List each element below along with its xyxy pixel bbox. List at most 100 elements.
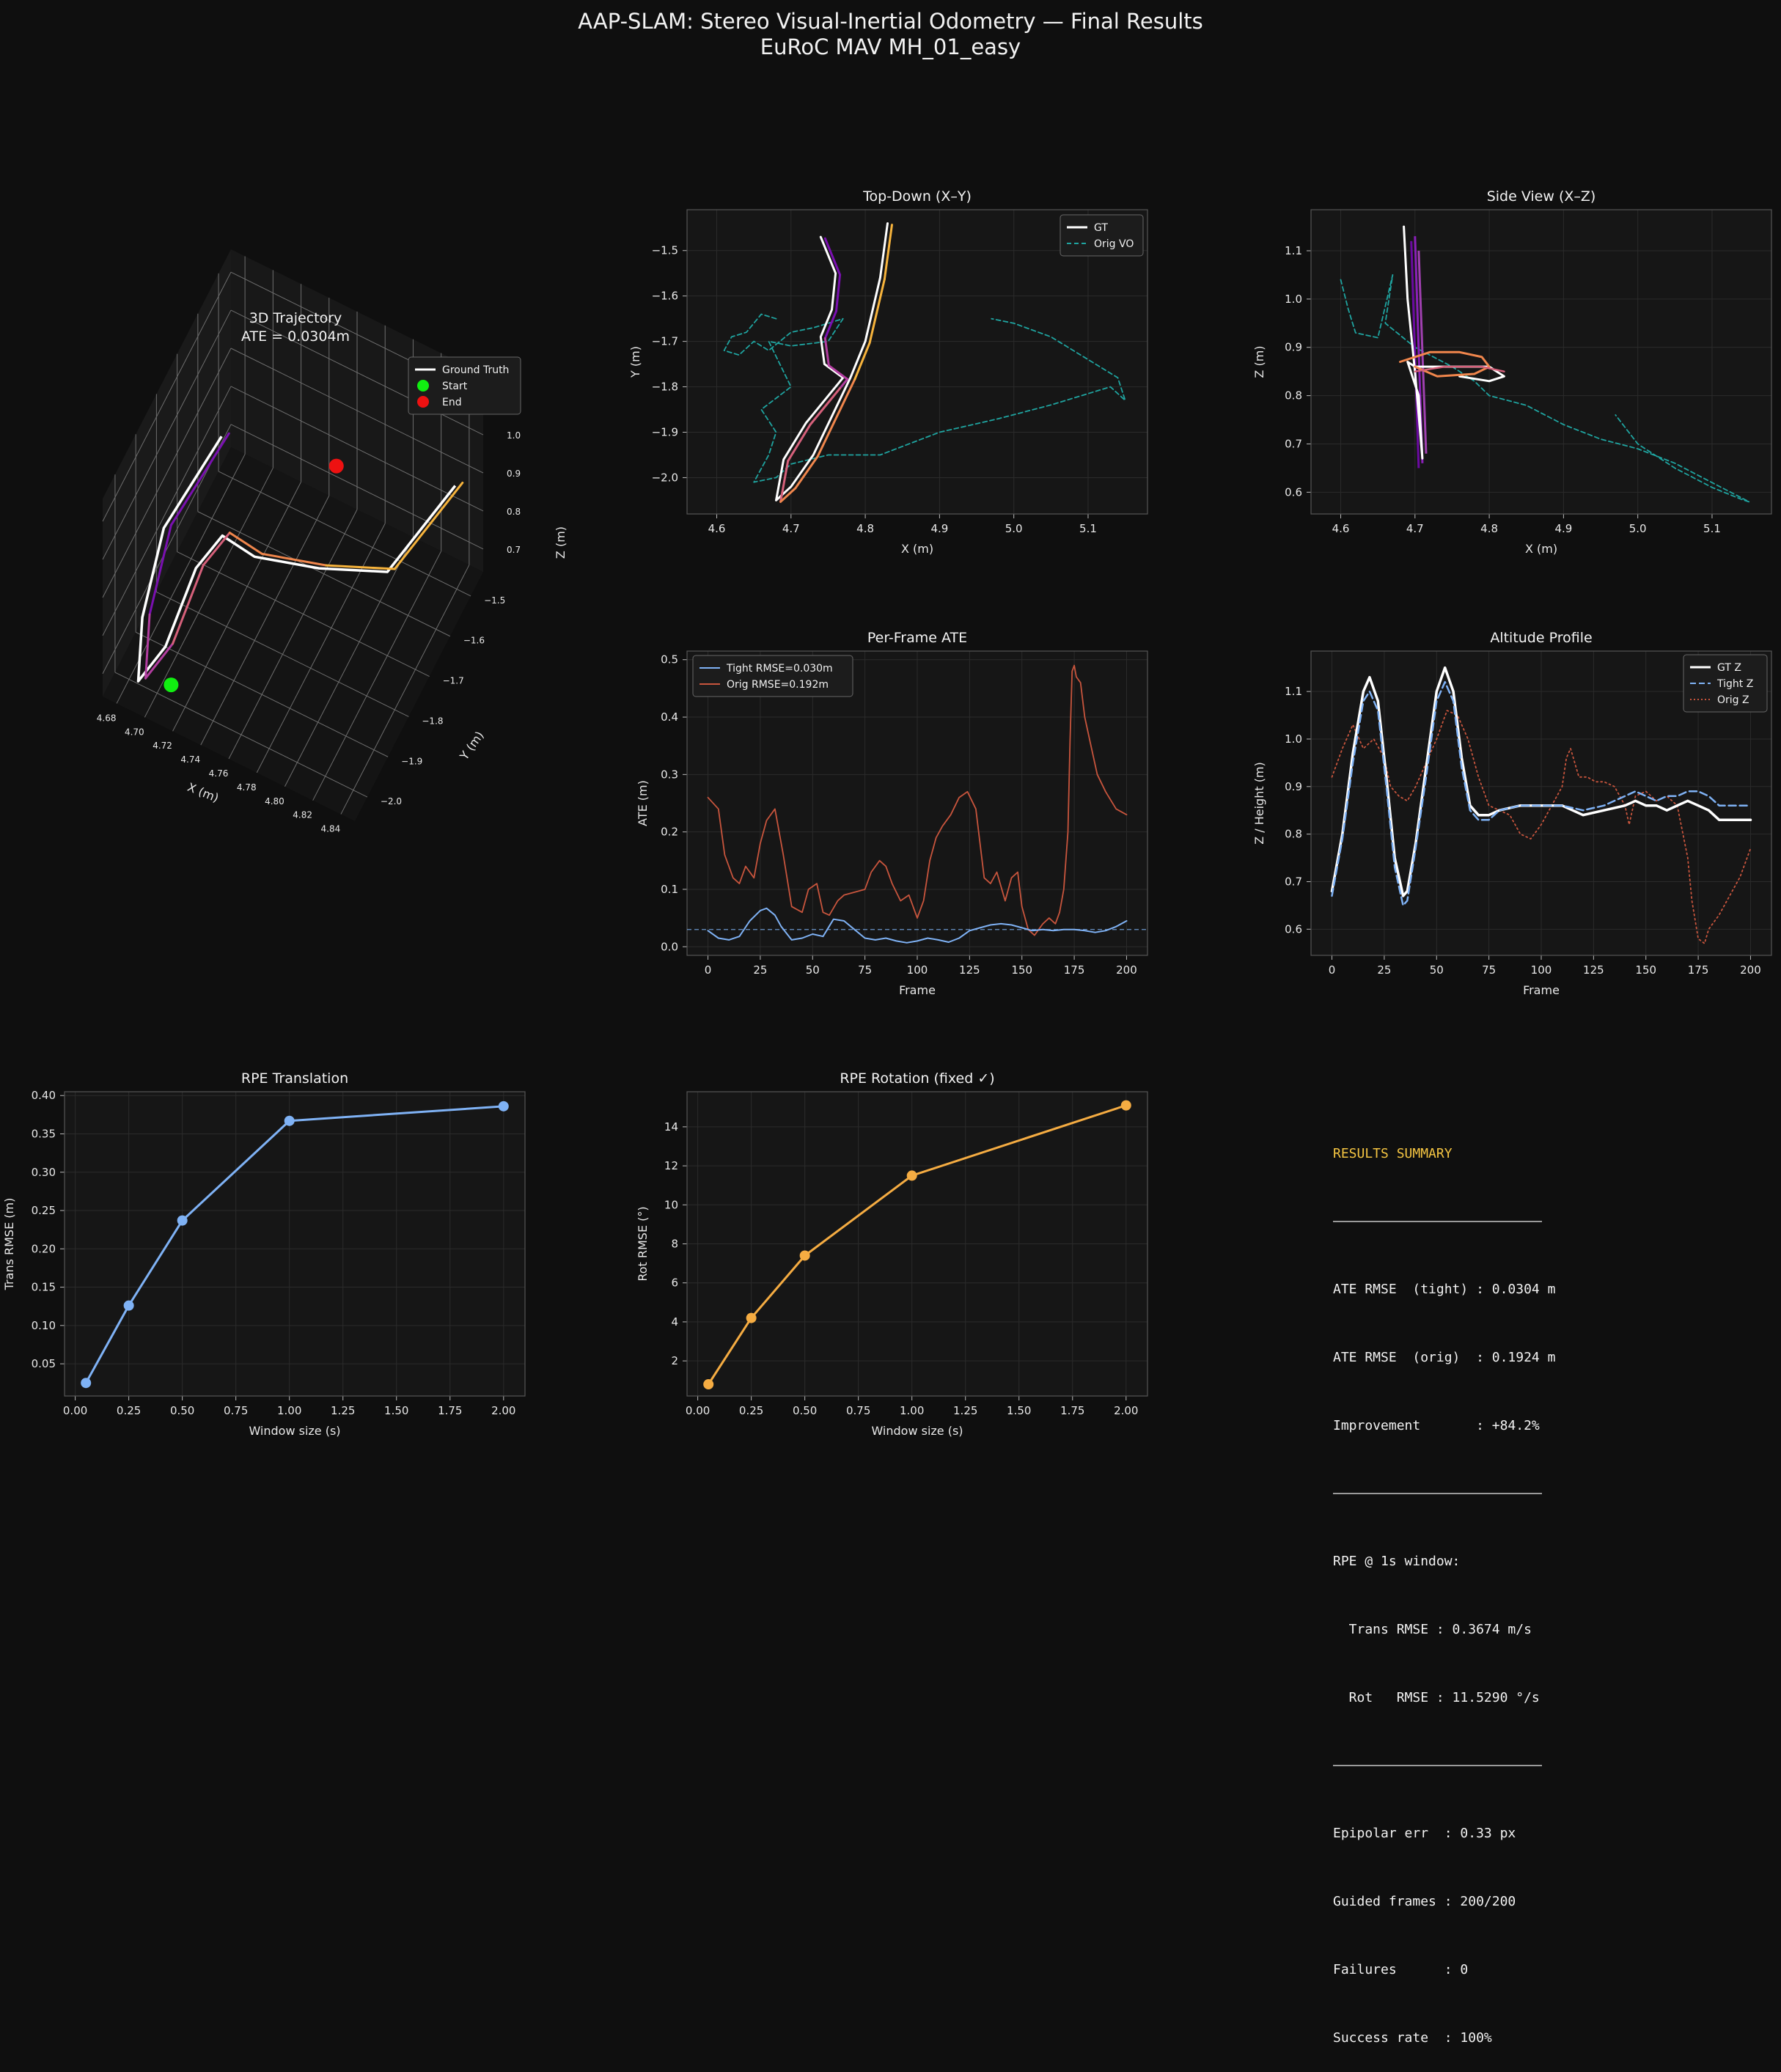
grid-line-3d	[156, 591, 409, 717]
series-tight-segment	[794, 455, 819, 490]
series-gt-z	[1330, 666, 1752, 897]
legend-label: GT	[1094, 222, 1108, 234]
x-tick-label: 2.00	[491, 1404, 515, 1417]
z-tick-label: 0.9	[507, 469, 521, 479]
y-tick-label: 4	[671, 1315, 678, 1329]
legend-label: Orig VO	[1094, 238, 1134, 250]
y-tick-label: 0.10	[32, 1319, 56, 1332]
y-tick-label: 0.15	[32, 1281, 56, 1294]
series-tight-segment	[148, 523, 172, 616]
x-tick-label: 4.8	[856, 522, 874, 535]
x-tick-label: 4.8	[1480, 522, 1498, 535]
plot-frame	[686, 1091, 1148, 1397]
y-tick-label: 1.0	[1285, 732, 1302, 746]
chart-traj3d: 4.68 4.70 4.72 4.74 4.76 4.78 4.80 4.82 4.84 −1.5…	[97, 249, 568, 834]
x-tick-label: 4.84	[321, 824, 341, 834]
legend-label: Orig RMSE=0.192m	[727, 679, 829, 691]
x-tick-label: 1.50	[1007, 1404, 1031, 1417]
results-summary: RESULTS SUMMARY ATE RMSE (tight) : 0.030…	[1333, 1097, 1555, 2072]
legend-label: Start	[442, 381, 468, 392]
series-tight-segment	[325, 564, 396, 570]
y-tick-label: 0.8	[1285, 828, 1302, 841]
series-tight-segment	[835, 273, 842, 312]
data-point	[81, 1378, 92, 1389]
legend-label: End	[442, 397, 462, 408]
y-tick-label: 0.30	[32, 1166, 56, 1179]
x-tick-label: 25	[1377, 963, 1391, 977]
x-tick-label: 5.1	[1079, 522, 1097, 535]
y-tick-label: −2.0	[381, 796, 402, 807]
chart-perframe: 0 25 50 75 100 125 150 175 200 0.0 0.1 0.2 0.3 0.4 0.5…	[636, 630, 1148, 997]
x-axis-label: Window size (s)	[249, 1424, 340, 1438]
summary-guided: Guided frames : 200/200	[1333, 1894, 1516, 1909]
series-gt	[1403, 225, 1505, 460]
y-tick-label: 14	[664, 1120, 678, 1134]
x-tick-label: 150	[1011, 963, 1032, 977]
legend-label: Ground Truth	[442, 364, 509, 376]
y-tick-label: 0.1	[661, 883, 678, 896]
y-tick-label: −1.9	[652, 426, 678, 439]
x-tick-label: 100	[907, 963, 928, 977]
series-tight-vertical	[1410, 240, 1420, 469]
series-orig-vo	[723, 313, 1126, 483]
chart-title: RPE Translation	[241, 1070, 348, 1087]
x-tick-label: 4.7	[1406, 522, 1424, 535]
y-tick-label: 1.1	[1285, 685, 1302, 698]
grid-line-3d	[228, 509, 358, 760]
y-axis-label: Z (m)	[1252, 345, 1266, 378]
x-tick-label: 50	[1430, 963, 1444, 977]
chart-rpe_trans: 0.00 0.25 0.50 0.75 1.00 1.25 1.50 1.75 2.00 0.05…	[2, 1070, 526, 1438]
z-tick-label: 0.7	[507, 545, 521, 555]
x-tick-label: 175	[1064, 963, 1085, 977]
x-tick-label: 4.80	[265, 796, 284, 807]
data-point	[703, 1379, 714, 1390]
legend-box	[408, 356, 521, 415]
series-tight	[707, 907, 1128, 944]
series-tight-segment	[260, 552, 328, 567]
summary-divider	[1333, 1765, 1542, 1766]
x-tick-label: 4.78	[237, 782, 257, 793]
legend-marker	[417, 380, 429, 392]
y-tick-label: 0.9	[1285, 341, 1302, 354]
x-tick-label: 4.70	[125, 727, 144, 737]
y-tick-label: 0.9	[1285, 780, 1302, 793]
x-tick-label: 0.50	[793, 1404, 817, 1417]
summary-rpe-rot: Rot RMSE : 11.5290 °/s	[1333, 1690, 1540, 1705]
x-tick-label: 0	[1329, 963, 1336, 977]
x-tick-label: 1.00	[277, 1404, 301, 1417]
x-tick-label: 0.75	[224, 1404, 248, 1417]
x-tick-label: 4.74	[180, 754, 200, 765]
summary-success: Success rate : 100%	[1333, 2030, 1492, 2046]
summary-rpe-header: RPE @ 1s window:	[1333, 1554, 1461, 1569]
grid-line-3d	[284, 537, 414, 787]
y-axis-label: ATE (m)	[636, 780, 650, 826]
series-tight-segment	[827, 364, 849, 381]
y-tick-label: −1.8	[652, 381, 678, 394]
grid-line-3d	[102, 348, 232, 598]
series-tight-segment	[144, 613, 151, 680]
series-tight-segment	[868, 278, 886, 345]
summary-divider	[1333, 1221, 1542, 1222]
x-axis-label: Window size (s)	[871, 1424, 963, 1438]
legend-box	[1060, 214, 1144, 257]
series-tight-segment	[809, 387, 842, 426]
grid-line-3d	[230, 424, 484, 550]
series-tight-segment	[816, 378, 856, 458]
y-tick-label: 0.7	[1285, 437, 1302, 450]
plot-frame	[1310, 650, 1772, 956]
y-axis-label: Trans RMSE (m)	[2, 1198, 16, 1291]
grid-line-3d	[177, 551, 430, 677]
series-tight-segment	[823, 237, 842, 276]
x-tick-label: 4.82	[293, 810, 312, 820]
x-tick-label: 0.50	[170, 1404, 194, 1417]
x-tick-label: 200	[1740, 963, 1761, 977]
plot-area	[1311, 210, 1771, 514]
series-tight-z	[1331, 680, 1752, 907]
x-tick-label: 1.00	[900, 1404, 924, 1417]
series-gt	[775, 222, 889, 502]
series-tight-segment	[839, 378, 849, 390]
summary-epipolar: Epipolar err : 0.33 px	[1333, 1826, 1516, 1841]
series-tight-loop	[1399, 350, 1491, 378]
y-tick-label: 0.6	[1285, 485, 1302, 499]
chart-title: RPE Rotation (fixed ✓)	[840, 1070, 994, 1087]
